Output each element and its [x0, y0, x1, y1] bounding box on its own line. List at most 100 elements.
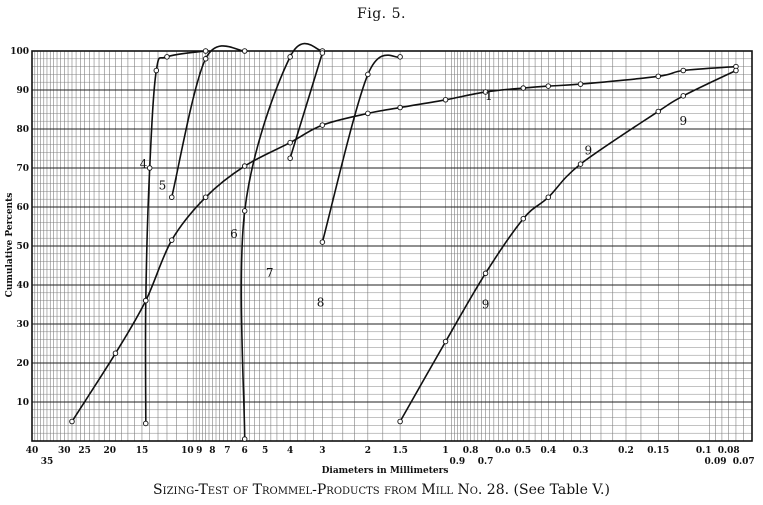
- data-point: [397, 54, 403, 60]
- x-tick-label: 0.8: [463, 446, 479, 456]
- plot-frame: [31, 50, 753, 442]
- data-point: [241, 163, 248, 169]
- curve-label-9: 9: [482, 297, 490, 311]
- series-line-8: [321, 54, 401, 243]
- data-point: [241, 48, 248, 54]
- figure-caption: Sizing-Test of Trommel-Products from Mil…: [0, 482, 763, 498]
- x-tick-label: 15: [136, 446, 149, 456]
- data-point: [146, 165, 153, 171]
- caption-main: Sizing-Test of Trommel-Products from Mil…: [153, 482, 510, 498]
- x-tick-label: 0.o: [495, 446, 510, 456]
- x-tick-label: 5: [262, 446, 268, 456]
- y-tick-label: 50: [16, 242, 29, 252]
- x-tick-label: 0.5: [515, 446, 531, 456]
- data-point: [655, 108, 661, 115]
- data-point: [319, 50, 326, 56]
- data-point: [577, 81, 584, 87]
- y-tick-label: 100: [10, 47, 29, 57]
- y-tick-label: 60: [16, 203, 29, 213]
- x-tick-label: 0.3: [573, 446, 589, 456]
- data-point: [442, 96, 449, 103]
- data-point: [287, 139, 293, 146]
- series-line-4: [144, 50, 206, 424]
- data-point: [520, 85, 527, 91]
- data-point: [164, 54, 170, 60]
- x-tick-label: 35: [41, 457, 54, 467]
- x-tick-label: 2: [365, 446, 371, 456]
- x-tick-label: 4: [287, 446, 293, 456]
- x-tick-label: 7: [224, 446, 230, 456]
- data-point: [143, 297, 149, 304]
- curve-label-9: 9: [679, 114, 687, 128]
- data-point: [153, 67, 160, 74]
- curve-label-5: 5: [159, 178, 167, 192]
- y-tick-label: 90: [16, 86, 29, 96]
- data-point: [202, 48, 209, 54]
- x-tick-label: 0.08: [718, 446, 740, 456]
- curve-labels: 1 45 6 7 8 9 9 9: [140, 89, 687, 312]
- x-tick-label: 0.1: [696, 446, 712, 456]
- series-line-1: [71, 65, 737, 422]
- data-point: [733, 67, 739, 74]
- data-point: [143, 420, 149, 427]
- x-axis-title: Diameters in Millimeters: [322, 466, 449, 476]
- data-point: [442, 338, 449, 345]
- caption-reference: (See Table V.): [513, 482, 610, 498]
- y-tick-label: 80: [16, 125, 29, 135]
- x-tick-label: 1: [442, 446, 448, 456]
- series-line-5: [170, 45, 245, 198]
- data-point: [202, 194, 209, 200]
- y-tick-label: 10: [16, 398, 29, 408]
- data-point: [319, 122, 326, 128]
- x-tick-label: 1.5: [392, 446, 408, 456]
- curve-label-1: 1: [485, 89, 493, 103]
- data-point: [319, 239, 326, 245]
- y-tick-label: 30: [16, 320, 29, 330]
- data-point: [680, 67, 687, 74]
- data-point: [680, 93, 687, 99]
- series-line-7: [289, 52, 324, 159]
- data-point: [482, 270, 489, 277]
- data-point: [655, 73, 661, 80]
- data-point: [545, 194, 552, 200]
- x-tick-label: 0.15: [647, 446, 669, 456]
- x-tick-label: 0.9: [450, 457, 466, 467]
- data-point: [397, 418, 403, 425]
- x-tick-label: 25: [78, 446, 91, 456]
- data-point: [482, 89, 489, 95]
- data-point: [69, 418, 75, 425]
- curve-label-9: 9: [584, 143, 592, 157]
- x-tick-label: 6: [242, 446, 248, 456]
- data-point: [577, 161, 584, 167]
- y-tick-label: 20: [16, 359, 29, 369]
- curve-label-6: 6: [230, 227, 238, 241]
- series-line-6: [240, 42, 323, 440]
- x-tick-label: 20: [103, 446, 116, 456]
- data-point: [241, 208, 248, 214]
- y-tick-label: 70: [16, 164, 29, 174]
- x-tick-label: 9: [196, 446, 202, 456]
- data-point: [545, 83, 552, 89]
- curve-label-8: 8: [317, 295, 325, 309]
- data-point: [202, 56, 209, 62]
- figure-title: Fig. 5.: [357, 6, 406, 22]
- data-point: [365, 110, 371, 117]
- x-tick-label: 0.7: [478, 457, 494, 467]
- data-point: [112, 350, 119, 357]
- y-tick-label: 40: [16, 281, 29, 291]
- data-point: [287, 54, 293, 60]
- x-tick-label: 0.07: [733, 457, 755, 467]
- x-tick-label: 0.09: [705, 457, 727, 467]
- x-tick-label: 0.4: [540, 446, 556, 456]
- x-tick-label: 8: [209, 446, 215, 456]
- curve-label-4: 4: [140, 157, 148, 171]
- x-tick-label: 10: [181, 446, 194, 456]
- data-point: [241, 436, 248, 442]
- x-tick-label: 0.2: [618, 446, 634, 456]
- data-point: [365, 71, 371, 78]
- x-tick-label: 40: [26, 446, 39, 456]
- curve-label-7: 7: [266, 266, 274, 280]
- data-point: [168, 194, 175, 200]
